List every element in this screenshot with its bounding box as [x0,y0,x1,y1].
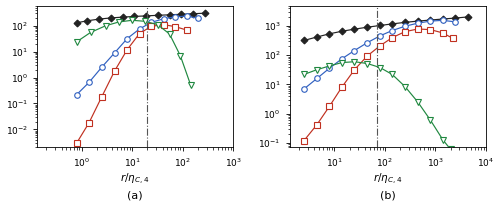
Text: (b): (b) [380,190,396,200]
X-axis label: $r/\eta_{C,4}$: $r/\eta_{C,4}$ [120,172,150,187]
X-axis label: $r/\eta_{C,4}$: $r/\eta_{C,4}$ [373,172,402,187]
Text: (a): (a) [127,190,143,200]
